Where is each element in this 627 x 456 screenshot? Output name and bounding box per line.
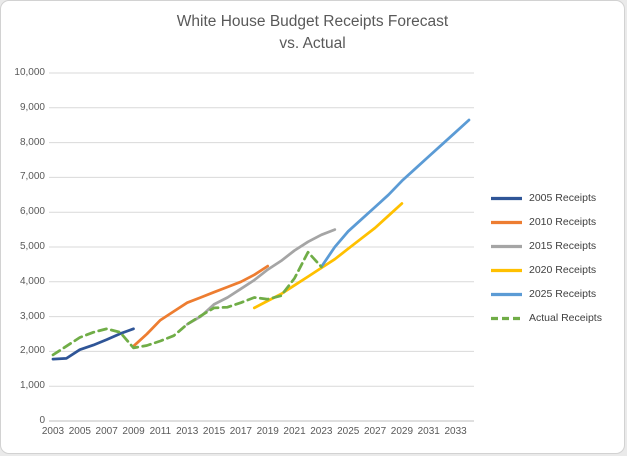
x-tick-label: 2009 [122, 426, 145, 437]
x-tick-label: 2021 [283, 426, 306, 437]
y-tick-label: 0 [39, 415, 45, 426]
series-line-2010-receipts [132, 264, 270, 348]
legend-line-swatch [491, 244, 522, 248]
y-tick-label: 9,000 [19, 101, 45, 113]
x-tick-label: 2017 [229, 426, 252, 437]
legend-item-2010-receipts: 2010 Receipts [490, 210, 602, 234]
series-line-actual-receipts [51, 250, 323, 357]
y-tick-label: 5,000 [19, 241, 45, 252]
legend-label: 2025 Receipts [529, 288, 597, 300]
x-tick-label: 2003 [41, 426, 65, 437]
legend-item-2020-receipts: 2020 Receipts [490, 258, 602, 282]
y-tick-label: 8,000 [19, 136, 45, 148]
y-tick-label: 2,000 [19, 345, 45, 357]
legend-label: 2005 Receipts [529, 192, 597, 204]
y-tick-label: 7,000 [19, 171, 45, 183]
series-line-2015-receipts [185, 228, 337, 326]
legend-label: Actual Receipts [529, 312, 602, 324]
x-tick-label: 2007 [95, 426, 118, 437]
series-line-2005-receipts [51, 327, 135, 361]
y-tick-label: 10,000 [14, 67, 45, 78]
y-tick-label: 4,000 [19, 275, 45, 287]
x-tick-label: 2005 [68, 426, 91, 437]
legend-item-2005-receipts: 2005 Receipts [490, 186, 602, 210]
chart-title: White House Budget Receipts Forecast vs.… [1, 11, 624, 55]
legend-label: 2015 Receipts [529, 240, 597, 252]
y-tick-label: 6,000 [19, 206, 45, 218]
series-line-2025-receipts [320, 118, 471, 269]
legend: 2005 Receipts 2010 Receipts 2015 Receipts 2… [490, 186, 602, 330]
legend-item-2025-receipts: 2025 Receipts [490, 282, 602, 306]
x-tick-label: 2027 [363, 426, 387, 437]
legend-item-2015-receipts: 2015 Receipts [490, 234, 602, 258]
legend-line-swatch [491, 292, 522, 296]
y-tick-label: 3,000 [19, 310, 45, 322]
legend-label: 2010 Receipts [529, 216, 597, 228]
x-tick-label: 2023 [310, 426, 333, 437]
x-tick-label: 2013 [176, 426, 199, 437]
chart-title-line2: vs. Actual [279, 35, 346, 52]
x-tick-label: 2031 [417, 426, 440, 437]
y-tick-label: 1,000 [19, 380, 45, 392]
legend-line-swatch [491, 220, 522, 224]
x-tick-label: 2019 [256, 426, 279, 437]
x-tick-label: 2033 [444, 426, 467, 437]
x-tick-label: 2011 [149, 426, 172, 437]
legend-line-swatch [491, 196, 522, 200]
legend-label: 2020 Receipts [529, 264, 597, 276]
x-tick-label: 2029 [390, 426, 414, 437]
x-tick-label: 2015 [202, 426, 226, 437]
legend-item-actual-receipts: Actual Receipts [490, 306, 602, 330]
x-tick-label: 2025 [337, 426, 360, 437]
legend-line-swatch [491, 268, 522, 272]
chart-title-line1: White House Budget Receipts Forecast [176, 13, 449, 30]
legend-line-swatch [491, 316, 522, 320]
